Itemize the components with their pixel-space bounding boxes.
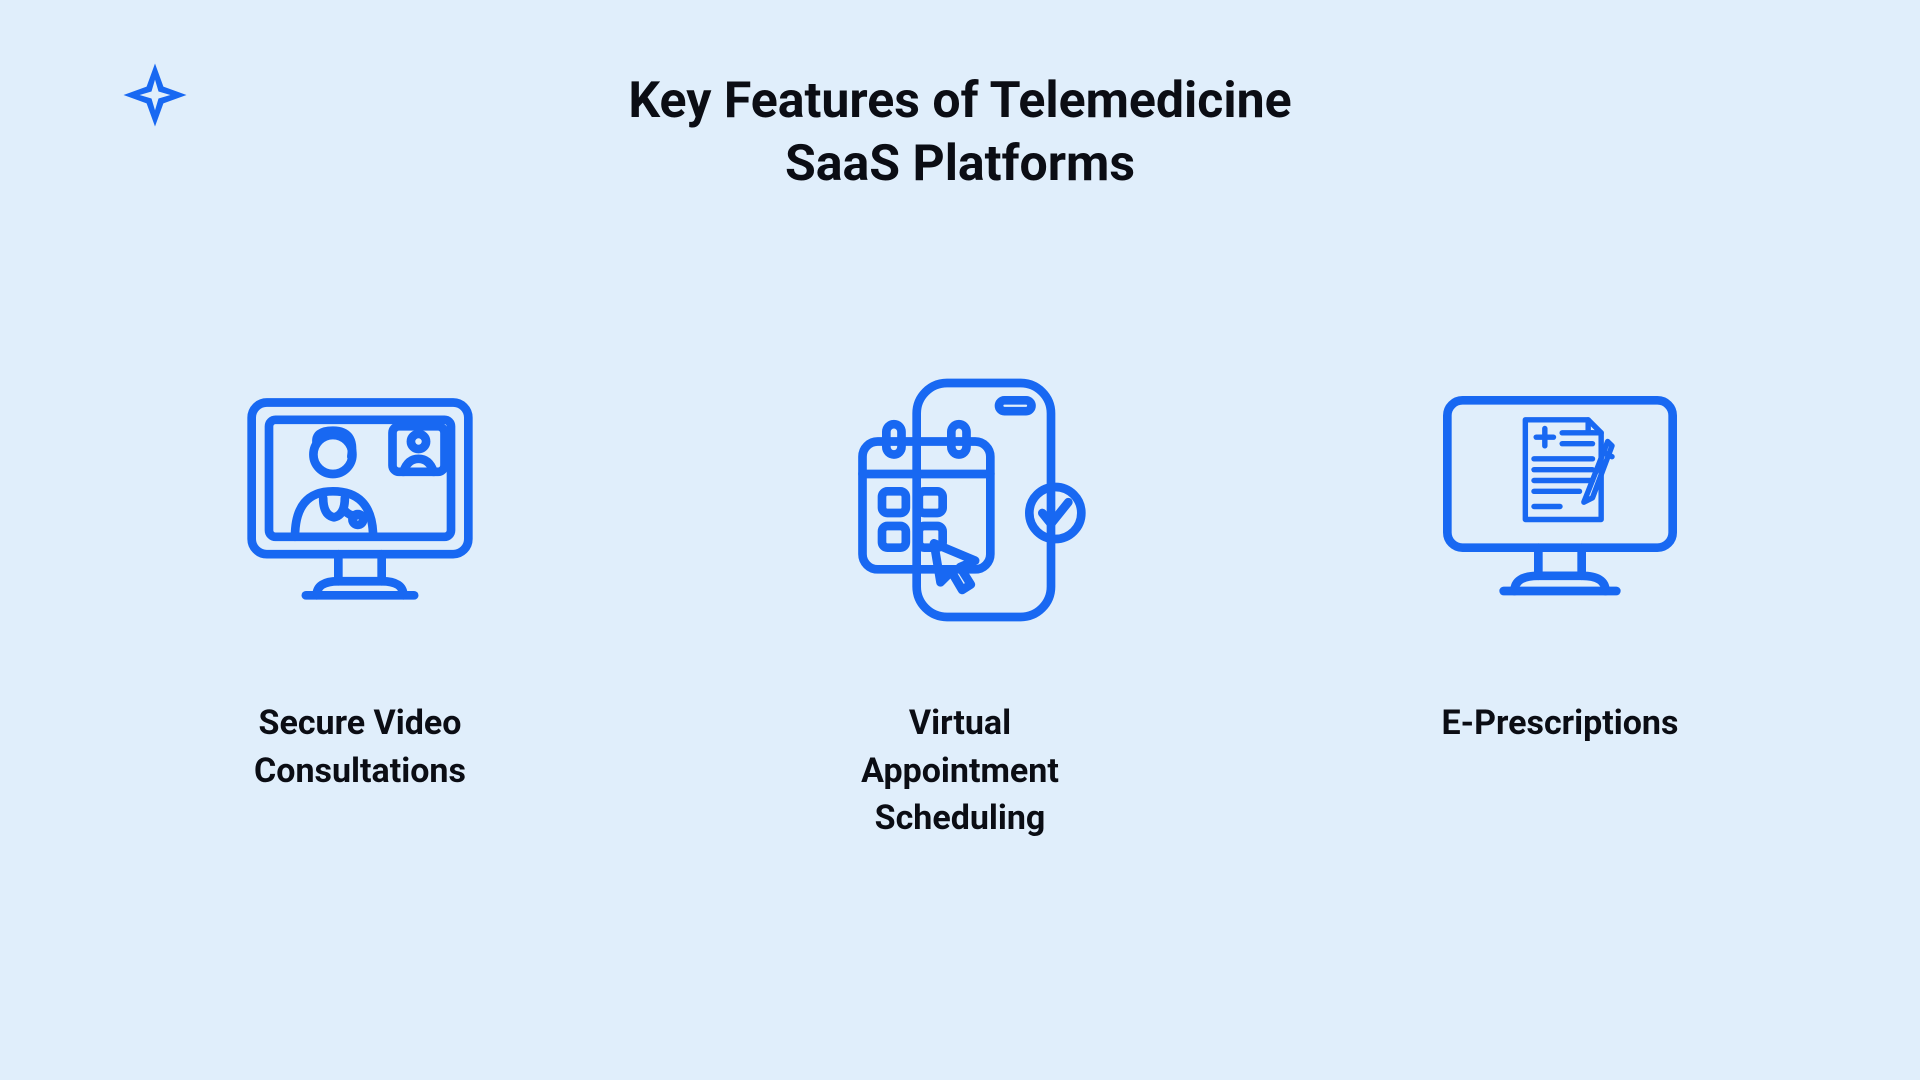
title-line-2: SaaS Platforms <box>785 135 1135 193</box>
label-line: Secure Video <box>259 703 462 743</box>
title-line-1: Key Features of Telemedicine <box>628 72 1291 130</box>
feature-e-prescriptions: E-Prescriptions <box>1390 360 1730 843</box>
video-consultation-icon <box>220 360 500 640</box>
feature-video-consultations: Secure Video Consultations <box>190 360 530 843</box>
label-line: E-Prescriptions <box>1442 703 1679 743</box>
features-row: Secure Video Consultations <box>0 360 1920 843</box>
label-line: Appointment <box>861 751 1059 791</box>
appointment-scheduling-icon <box>820 360 1100 640</box>
slide-canvas: Key Features of Telemedicine SaaS Platfo… <box>0 0 1920 1080</box>
feature-label: Virtual Appointment Scheduling <box>861 700 1059 843</box>
page-title: Key Features of Telemedicine SaaS Platfo… <box>460 70 1460 195</box>
feature-label: E-Prescriptions <box>1442 700 1679 748</box>
label-line: Scheduling <box>875 798 1046 838</box>
feature-appointment-scheduling: Virtual Appointment Scheduling <box>790 360 1130 843</box>
sparkle-logo <box>120 60 190 130</box>
feature-label: Secure Video Consultations <box>254 700 466 795</box>
label-line: Consultations <box>254 751 466 791</box>
label-line: Virtual <box>909 703 1011 743</box>
e-prescriptions-icon <box>1420 360 1700 640</box>
